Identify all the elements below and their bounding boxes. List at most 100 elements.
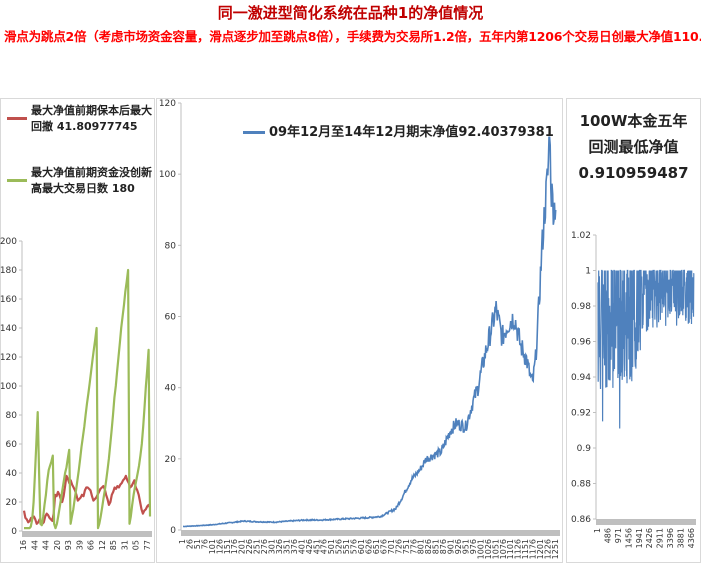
middle-x-tick-label: 1176: [529, 539, 538, 559]
middle-x-tick-label: 426: [305, 539, 314, 554]
right-title-line-2: 回测最低净值: [588, 138, 679, 156]
middle-y-tick-label: 80: [165, 241, 177, 251]
right-y-tick-label: 0.92: [571, 409, 591, 419]
middle-x-tick-label: 151: [223, 539, 232, 554]
middle-y-tick-label: 0: [170, 526, 176, 536]
middle-x-tick-label: 726: [394, 539, 403, 554]
middle-y-tick-label: 100: [159, 170, 176, 180]
left-y-tick-label: 20: [6, 498, 18, 508]
middle-x-tick-label: 901: [447, 539, 456, 554]
middle-x-tick-label: 251: [253, 539, 262, 554]
min-equity-series-line: [597, 269, 695, 429]
middle-x-tick-label: 226: [245, 539, 254, 554]
middle-x-tick-label: 276: [260, 539, 269, 554]
middle-x-tick-label: 751: [402, 539, 411, 554]
middle-x-tick-label: 976: [469, 539, 478, 554]
left-x-tick-label: 44: [30, 540, 39, 550]
middle-x-tick-label: 951: [461, 539, 470, 554]
left-x-tick-label: 12: [98, 540, 107, 550]
right-x-tick-label: 2426: [645, 528, 654, 548]
middle-chart-svg: 0204060801001201265176101126151176201226…: [159, 99, 560, 559]
middle-legend-label: 09年12月至14年12月期末净值92.40379381: [269, 125, 554, 140]
left-y-tick-label: 100: [0, 382, 17, 392]
right-y-tick-label: 0.94: [571, 373, 591, 383]
legend-days-label: 最大净值前期资金没创新高最大交易日数 180: [31, 166, 152, 195]
middle-x-tick-label: 201: [238, 539, 247, 554]
middle-x-tick-label: 476: [320, 539, 329, 554]
right-chart-title: 100W本金五年 回测最低净值 0.910959487: [566, 108, 701, 186]
middle-x-tick-label: 826: [424, 539, 433, 554]
middle-x-tick-label: 926: [454, 539, 463, 554]
middle-x-tick-label: 676: [379, 539, 388, 554]
middle-x-tick-label: 101: [208, 539, 217, 554]
middle-x-tick-label: 1051: [491, 539, 500, 559]
left-x-tick-label: 39: [75, 540, 84, 550]
middle-x-tick-label: 301: [268, 539, 277, 554]
middle-x-tick-label: 576: [350, 539, 359, 554]
right-y-tick-label: 0.96: [571, 338, 591, 348]
left-x-tick-label: 77: [143, 540, 152, 550]
days-series-line: [24, 268, 152, 530]
right-x-axis-band: [596, 519, 696, 525]
middle-x-tick-label: 451: [312, 539, 321, 554]
middle-chart-panel: [156, 98, 563, 563]
right-x-tick-label: 2911: [656, 528, 665, 548]
right-x-tick-label: 971: [614, 528, 623, 543]
left-x-axis-band: [22, 531, 152, 537]
left-y-tick-label: 120: [0, 353, 17, 363]
left-y-tick-label: 180: [0, 266, 17, 276]
right-title-line-1: 100W本金五年: [579, 112, 688, 130]
middle-x-tick-label: 876: [439, 539, 448, 554]
middle-x-axis-band: [181, 530, 560, 536]
middle-x-tick-label: 601: [357, 539, 366, 554]
equity-series-line: [183, 136, 557, 528]
left-y-tick-label: 40: [6, 469, 18, 479]
left-x-tick-label: 20: [53, 540, 62, 550]
left-y-tick-label: 60: [6, 440, 18, 450]
middle-x-tick-label: 26: [185, 539, 194, 549]
left-x-tick-label: 16: [19, 540, 28, 550]
left-y-tick-label: 80: [6, 411, 18, 421]
chart-subtitle: 滑点为跳点2倍（考虑市场资金容量，滑点逐步加至跳点8倍），手续费为交易所1.2倍…: [4, 29, 701, 44]
middle-x-tick-label: 701: [387, 539, 396, 554]
right-chart-panel: [566, 98, 701, 563]
middle-x-tick-label: 51: [193, 539, 202, 549]
middle-x-tick-label: 626: [365, 539, 374, 554]
middle-y-tick-label: 120: [159, 99, 176, 109]
left-x-tick-label: 44: [42, 540, 51, 550]
legend-swatch-days: [7, 179, 27, 182]
right-y-tick-label: 1.02: [571, 231, 591, 241]
middle-legend: 09年12月至14年12月期末净值92.40379381: [243, 121, 554, 140]
legend-drawdown-label: 最大净值前期保本后最大回撤 41.80977745: [31, 104, 152, 133]
left-y-tick-label: 0: [11, 527, 17, 537]
left-x-tick-label: 85: [109, 540, 118, 550]
chart-title: 同一激进型简化系统在品种1的净值情况: [217, 4, 484, 22]
right-x-tick-label: 1456: [624, 528, 633, 548]
right-x-tick-label: 3396: [666, 528, 675, 548]
left-y-tick-label: 200: [0, 237, 17, 247]
middle-legend-swatch: [243, 131, 265, 134]
right-x-tick-label: 1941: [635, 528, 644, 548]
middle-x-tick-label: 1001: [476, 539, 485, 559]
middle-x-tick-label: 1226: [544, 539, 553, 559]
middle-x-tick-label: 326: [275, 539, 284, 554]
left-x-tick-label: 05: [132, 540, 141, 550]
middle-x-tick-label: 376: [290, 539, 299, 554]
middle-y-tick-label: 60: [165, 313, 177, 323]
left-x-tick-label: 66: [87, 540, 96, 550]
middle-x-tick-label: 401: [297, 539, 306, 554]
middle-x-tick-label: 351: [282, 539, 291, 554]
middle-x-tick-label: 551: [342, 539, 351, 554]
right-x-tick-label: 486: [603, 528, 612, 543]
legend-swatch-drawdown: [7, 117, 27, 120]
middle-x-tick-label: 526: [335, 539, 344, 554]
middle-y-tick-label: 40: [165, 384, 177, 394]
middle-x-tick-label: 1026: [484, 539, 493, 559]
middle-x-tick-label: 1101: [506, 539, 515, 559]
middle-x-tick-label: 176: [230, 539, 239, 554]
middle-x-tick-label: 1151: [521, 539, 530, 559]
middle-x-tick-label: 651: [372, 539, 381, 554]
middle-x-tick-label: 801: [417, 539, 426, 554]
